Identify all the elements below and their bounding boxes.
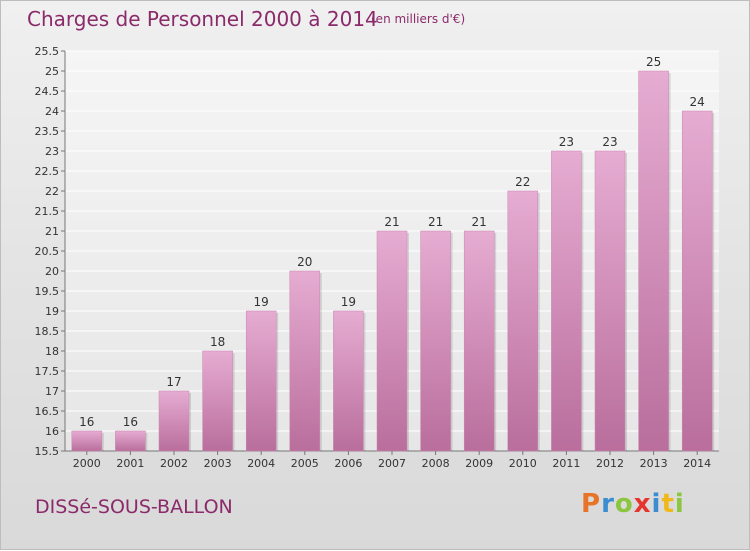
y-tick-label: 24.5 [35,85,60,98]
x-tick-label: 2003 [204,457,232,470]
x-tick-label: 2000 [73,457,101,470]
bar-value-label: 19 [254,295,269,309]
x-tick-label: 2005 [291,457,319,470]
bar-value-label: 23 [602,135,617,149]
y-tick-label: 18.5 [35,325,60,338]
logo-letter: t [661,489,675,519]
y-tick-label: 24 [45,105,59,118]
y-tick-label: 19 [45,305,59,318]
bar [551,150,582,452]
y-tick-label: 22 [45,185,59,198]
bar-value-label: 19 [341,295,356,309]
x-tick-label: 2012 [596,457,624,470]
bar [115,430,146,452]
proxiti-logo: Proxiti [581,489,685,519]
y-tick-label: 21.5 [35,205,60,218]
y-tick-label: 21 [45,225,59,238]
x-tick-label: 2010 [509,457,537,470]
bar-value-label: 18 [210,335,225,349]
bar [158,390,190,452]
bar-value-label: 17 [166,375,181,389]
bar-value-label: 20 [297,255,312,269]
bar-value-label: 21 [384,215,399,229]
y-tick-label: 23 [45,145,59,158]
x-tick-label: 2006 [334,457,362,470]
bar [245,310,277,452]
y-tick-label: 16 [45,425,59,438]
logo-letter: i [674,489,685,519]
bar [594,150,626,452]
y-tick-label: 20.5 [35,245,60,258]
y-tick-label: 20 [45,265,59,278]
bar [376,230,408,452]
bar-value-label: 25 [646,55,661,69]
logo-letter: o [614,489,634,519]
x-tick-label: 2014 [683,457,711,470]
bar [638,70,669,452]
logo-letter: x [633,489,652,519]
x-tick-label: 2009 [465,457,493,470]
commune-name: DISSé-SOUS-BALLON [35,496,233,518]
x-tick-label: 2008 [422,457,450,470]
y-tick-label: 25 [45,65,59,78]
bar-value-label: 23 [559,135,574,149]
y-tick-label: 25.5 [35,45,60,58]
bar-value-label: 22 [515,175,530,189]
y-tick-label: 18 [45,345,59,358]
bar-value-label: 16 [123,415,138,429]
logo-letter: i [651,489,662,519]
x-tick-label: 2011 [552,457,580,470]
x-tick-label: 2004 [247,457,275,470]
chart-subtitle: (en milliers d'€) [371,12,466,26]
bar-value-label: 21 [428,215,443,229]
x-tick-label: 2002 [160,457,188,470]
y-tick-label: 17 [45,385,59,398]
plot-area: 15.5 16 16.5 17 17.5 18 18.5 19 19.5 20 20.5 21 21.5… [35,45,719,470]
bar [202,350,233,452]
y-tick-label: 17.5 [35,365,60,378]
logo-letter: P [581,489,602,519]
bar-value-label: 24 [690,95,705,109]
y-tick-label: 23.5 [35,125,60,138]
bar [420,230,451,452]
y-tick-label: 22.5 [35,165,60,178]
chart-title: Charges de Personnel 2000 à 2014 [27,7,378,31]
bar [507,190,539,452]
bar [681,110,713,452]
bar [333,310,364,452]
y-tick-label: 19.5 [35,285,60,298]
y-tick-label: 15.5 [35,445,60,458]
x-tick-label: 2013 [640,457,668,470]
bar [289,270,321,452]
bar-value-label: 21 [472,215,487,229]
bar-value-label: 16 [79,415,94,429]
logo-letter: r [601,489,615,519]
x-tick-label: 2001 [116,457,144,470]
x-tick-label: 2007 [378,457,406,470]
bar [71,430,103,452]
y-tick-label: 16.5 [35,405,60,418]
bar [463,230,495,452]
